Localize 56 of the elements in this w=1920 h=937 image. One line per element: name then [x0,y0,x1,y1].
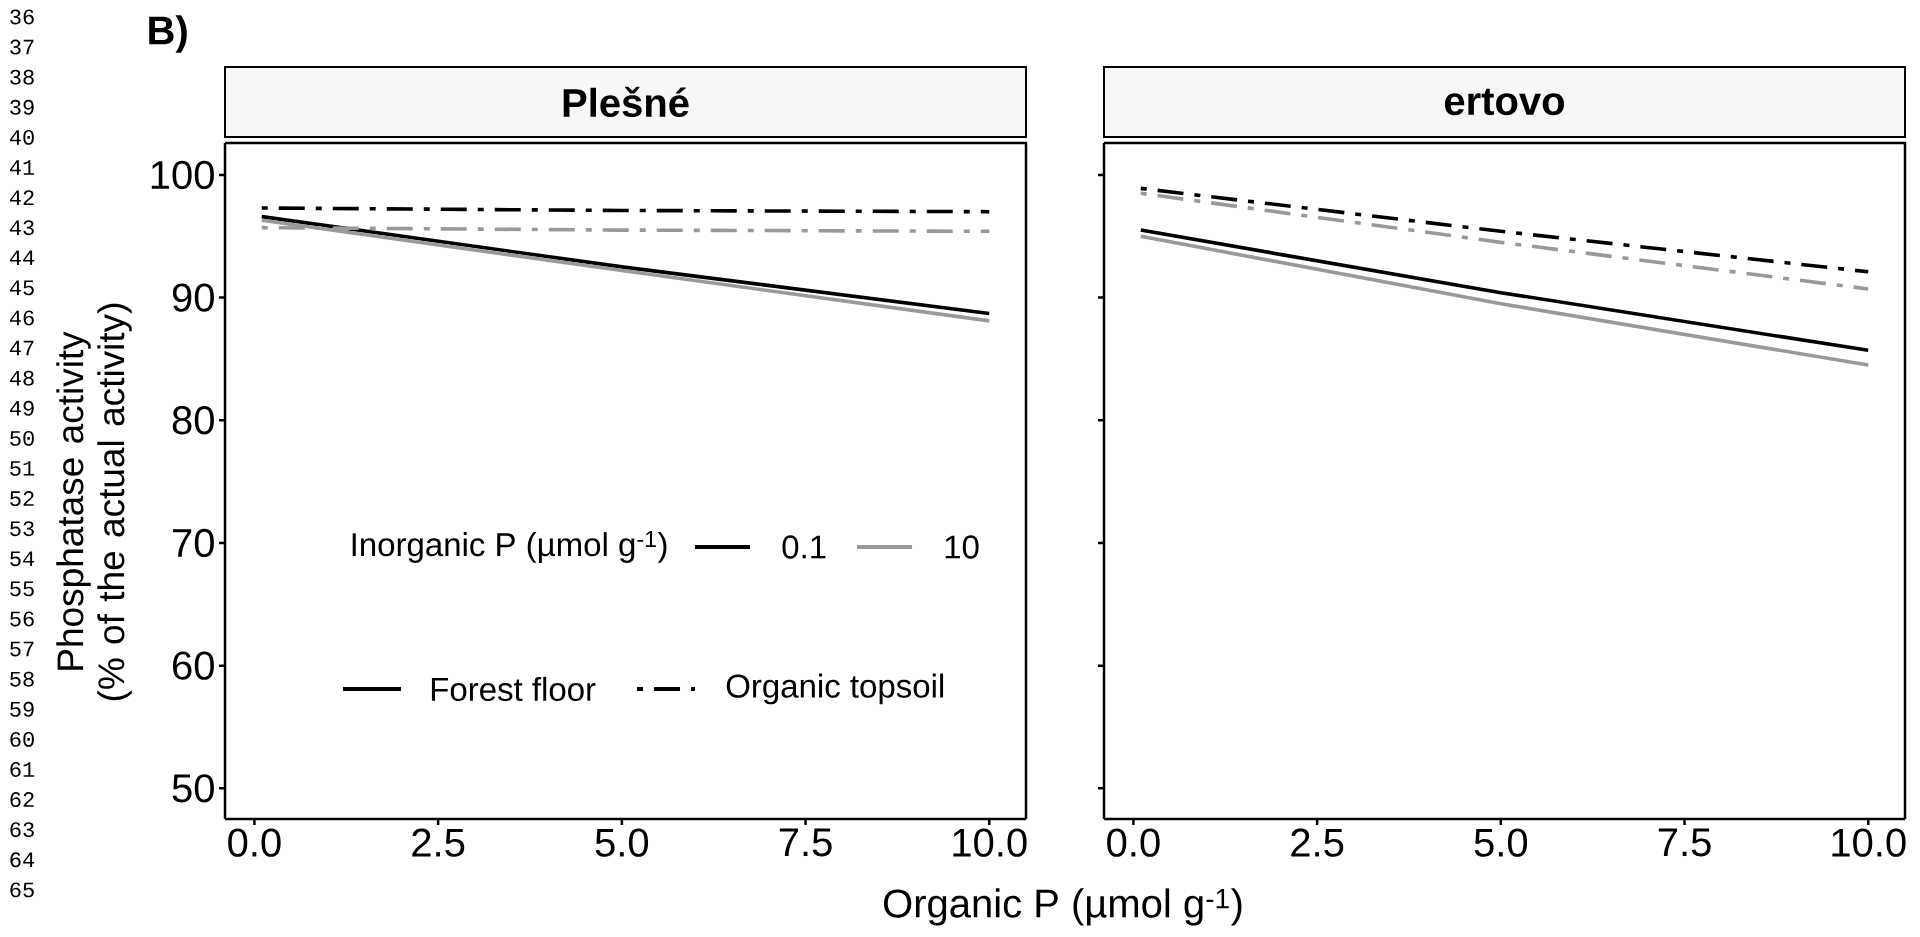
x-axis-title: Organic P (µmol g$^{-1}$) [883,888,1242,926]
legend-title: Inorganic P (µmol g$^{-1}$) [352,531,667,563]
text: 51 [10,461,35,476]
y-tick-label: 50 [172,774,214,803]
annotation: Organic topsoil [726,673,944,705]
annotation: Forest floor [431,676,596,702]
x-tick-label: 10.0 [953,828,1027,857]
x-tick-label: 0.0 [228,828,281,857]
text: 55 [10,581,34,597]
text: 52 [10,491,34,507]
y-tick-label: 70 [173,528,214,558]
text: 62 [10,792,34,808]
legend-label: 10 [945,535,979,559]
x-tick-label: 0.0 [1107,828,1160,857]
text: 46 [9,310,34,326]
text: 56 [10,611,34,627]
text: 37 [10,39,34,55]
text: 45 [9,280,34,296]
text: 53 [10,521,34,537]
text: 41 [9,160,35,175]
text: 47 [9,340,34,356]
text: 39 [10,99,34,115]
y-tick-label: 90 [172,283,214,312]
text: 36 [10,9,34,25]
text: 61 [10,762,35,777]
text: 43 [9,220,34,236]
text: 48 [9,370,34,386]
text: 44 [9,250,35,266]
text: 54 [10,551,35,567]
text: 63 [10,822,34,838]
y-tick-label: 100 [151,160,214,190]
text: B) [149,15,187,53]
text: 59 [10,701,34,717]
y-tick-label: 60 [173,651,214,680]
chart-title: Plešné [563,86,689,118]
text: 38 [10,69,34,85]
text: 57 [10,641,34,657]
text: 42 [9,190,34,205]
text: 40 [9,129,34,145]
text: 60 [10,731,34,747]
text: 58 [10,671,34,687]
x-tick-label: 7.5 [779,828,832,857]
text: 50 [10,430,34,446]
y-tick-label: 80 [172,406,214,435]
text: 64 [10,852,35,868]
y-axis-title: Phosphatase activity (% of the actual activity) [56,303,132,701]
x-tick-label: 2.5 [412,828,465,857]
x-tick-label: 5.0 [1474,828,1528,857]
x-tick-label: 2.5 [1291,828,1344,857]
legend-label: 0.1 [782,535,826,559]
x-tick-label: 5.0 [595,828,649,857]
x-tick-label: 10.0 [1832,828,1906,857]
text: 65 [10,882,34,898]
chart-title: ertovo [1444,88,1565,116]
x-tick-label: 7.5 [1658,828,1711,857]
text: 49 [9,400,34,416]
